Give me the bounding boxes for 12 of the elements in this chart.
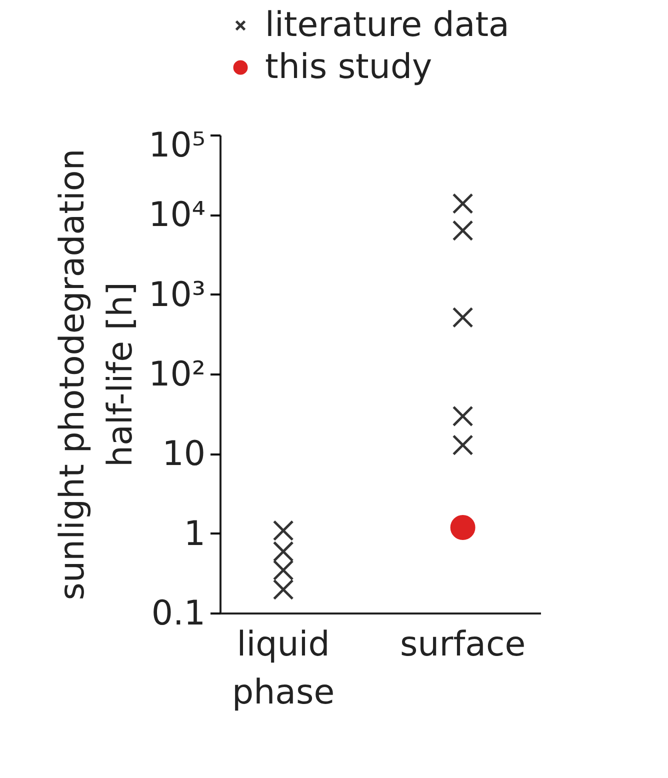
- y-tick-label: 10: [162, 434, 206, 474]
- y-tick-label: 10³: [148, 274, 206, 315]
- y-axis-title: sunlight photodegradation half-life [h]: [52, 148, 141, 600]
- legend-label: this study: [265, 47, 432, 87]
- y-tick-label: 10⁵: [148, 126, 206, 166]
- x-tick-label: surface: [400, 624, 526, 664]
- y-tick-label: 10²: [148, 354, 206, 394]
- x-tick-label: liquid phase: [232, 624, 335, 712]
- y-tick-label: 1: [184, 514, 206, 554]
- y-tick-label: 10⁴: [148, 195, 206, 236]
- legend-label: literature data: [265, 5, 510, 45]
- y-tick-label: 0.1: [151, 594, 206, 634]
